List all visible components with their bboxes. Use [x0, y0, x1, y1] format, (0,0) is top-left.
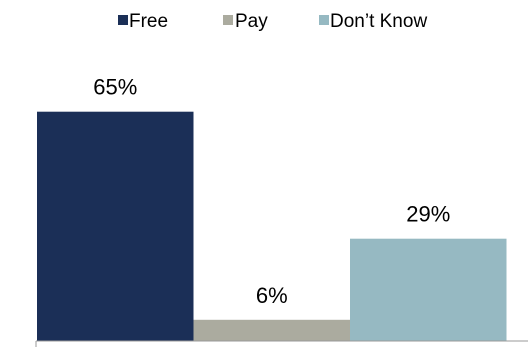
- bar-don-t-know: [350, 238, 507, 341]
- legend-swatch: [118, 15, 128, 25]
- data-label: 6%: [256, 283, 288, 308]
- data-label-group: 65% 6% 29%: [93, 75, 450, 308]
- legend-label: Don’t Know: [330, 11, 427, 32]
- legend-swatch: [319, 15, 329, 25]
- bar-pay: [193, 319, 350, 341]
- bar-group: [37, 111, 507, 341]
- legend-label: Pay: [235, 11, 268, 32]
- data-label: 29%: [406, 202, 450, 227]
- data-label: 65%: [93, 75, 137, 100]
- legend-label: Free: [129, 11, 168, 32]
- chart-legend: Free Pay Don’t Know: [118, 11, 427, 32]
- bar-free: [37, 111, 194, 341]
- legend-swatch: [223, 15, 233, 25]
